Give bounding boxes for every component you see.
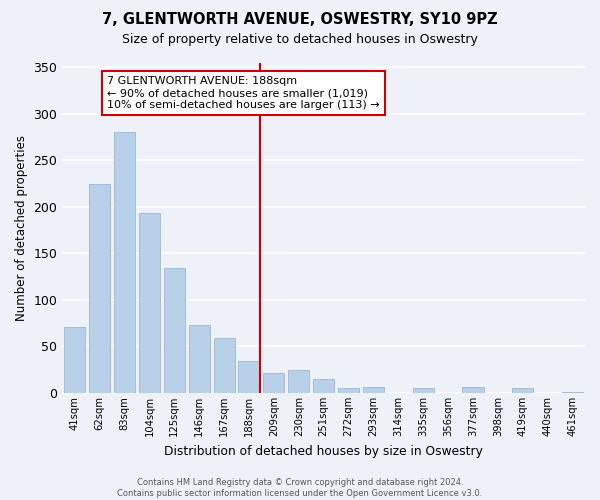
Bar [64, 327, 85, 393]
Bar [562, 392, 583, 393]
Bar [463, 388, 484, 393]
Bar [288, 370, 310, 393]
Bar [413, 388, 434, 393]
Bar [338, 388, 359, 393]
Bar [363, 388, 384, 393]
Text: Size of property relative to detached houses in Oswestry: Size of property relative to detached ho… [122, 32, 478, 46]
Y-axis label: Number of detached properties: Number of detached properties [15, 135, 28, 321]
Bar [114, 132, 135, 393]
Text: 7 GLENTWORTH AVENUE: 188sqm
← 90% of detached houses are smaller (1,019)
10% of : 7 GLENTWORTH AVENUE: 188sqm ← 90% of det… [107, 76, 380, 110]
Text: 7, GLENTWORTH AVENUE, OSWESTRY, SY10 9PZ: 7, GLENTWORTH AVENUE, OSWESTRY, SY10 9PZ [102, 12, 498, 28]
Bar [214, 338, 235, 393]
Bar [263, 372, 284, 393]
Bar [188, 325, 210, 393]
Bar [313, 379, 334, 393]
Bar [164, 268, 185, 393]
Bar [89, 184, 110, 393]
Bar [238, 362, 260, 393]
Text: Contains HM Land Registry data © Crown copyright and database right 2024.
Contai: Contains HM Land Registry data © Crown c… [118, 478, 482, 498]
Bar [512, 388, 533, 393]
Bar [139, 214, 160, 393]
X-axis label: Distribution of detached houses by size in Oswestry: Distribution of detached houses by size … [164, 444, 483, 458]
